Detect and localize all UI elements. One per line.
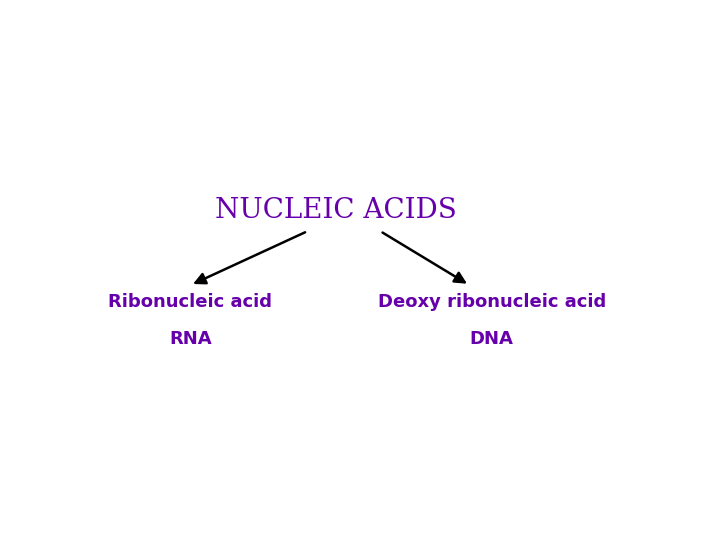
Text: DNA: DNA — [470, 330, 513, 348]
Text: NUCLEIC ACIDS: NUCLEIC ACIDS — [215, 197, 456, 224]
Text: Deoxy ribonucleic acid: Deoxy ribonucleic acid — [377, 293, 606, 311]
Text: Ribonucleic acid: Ribonucleic acid — [109, 293, 272, 311]
Text: RNA: RNA — [169, 330, 212, 348]
